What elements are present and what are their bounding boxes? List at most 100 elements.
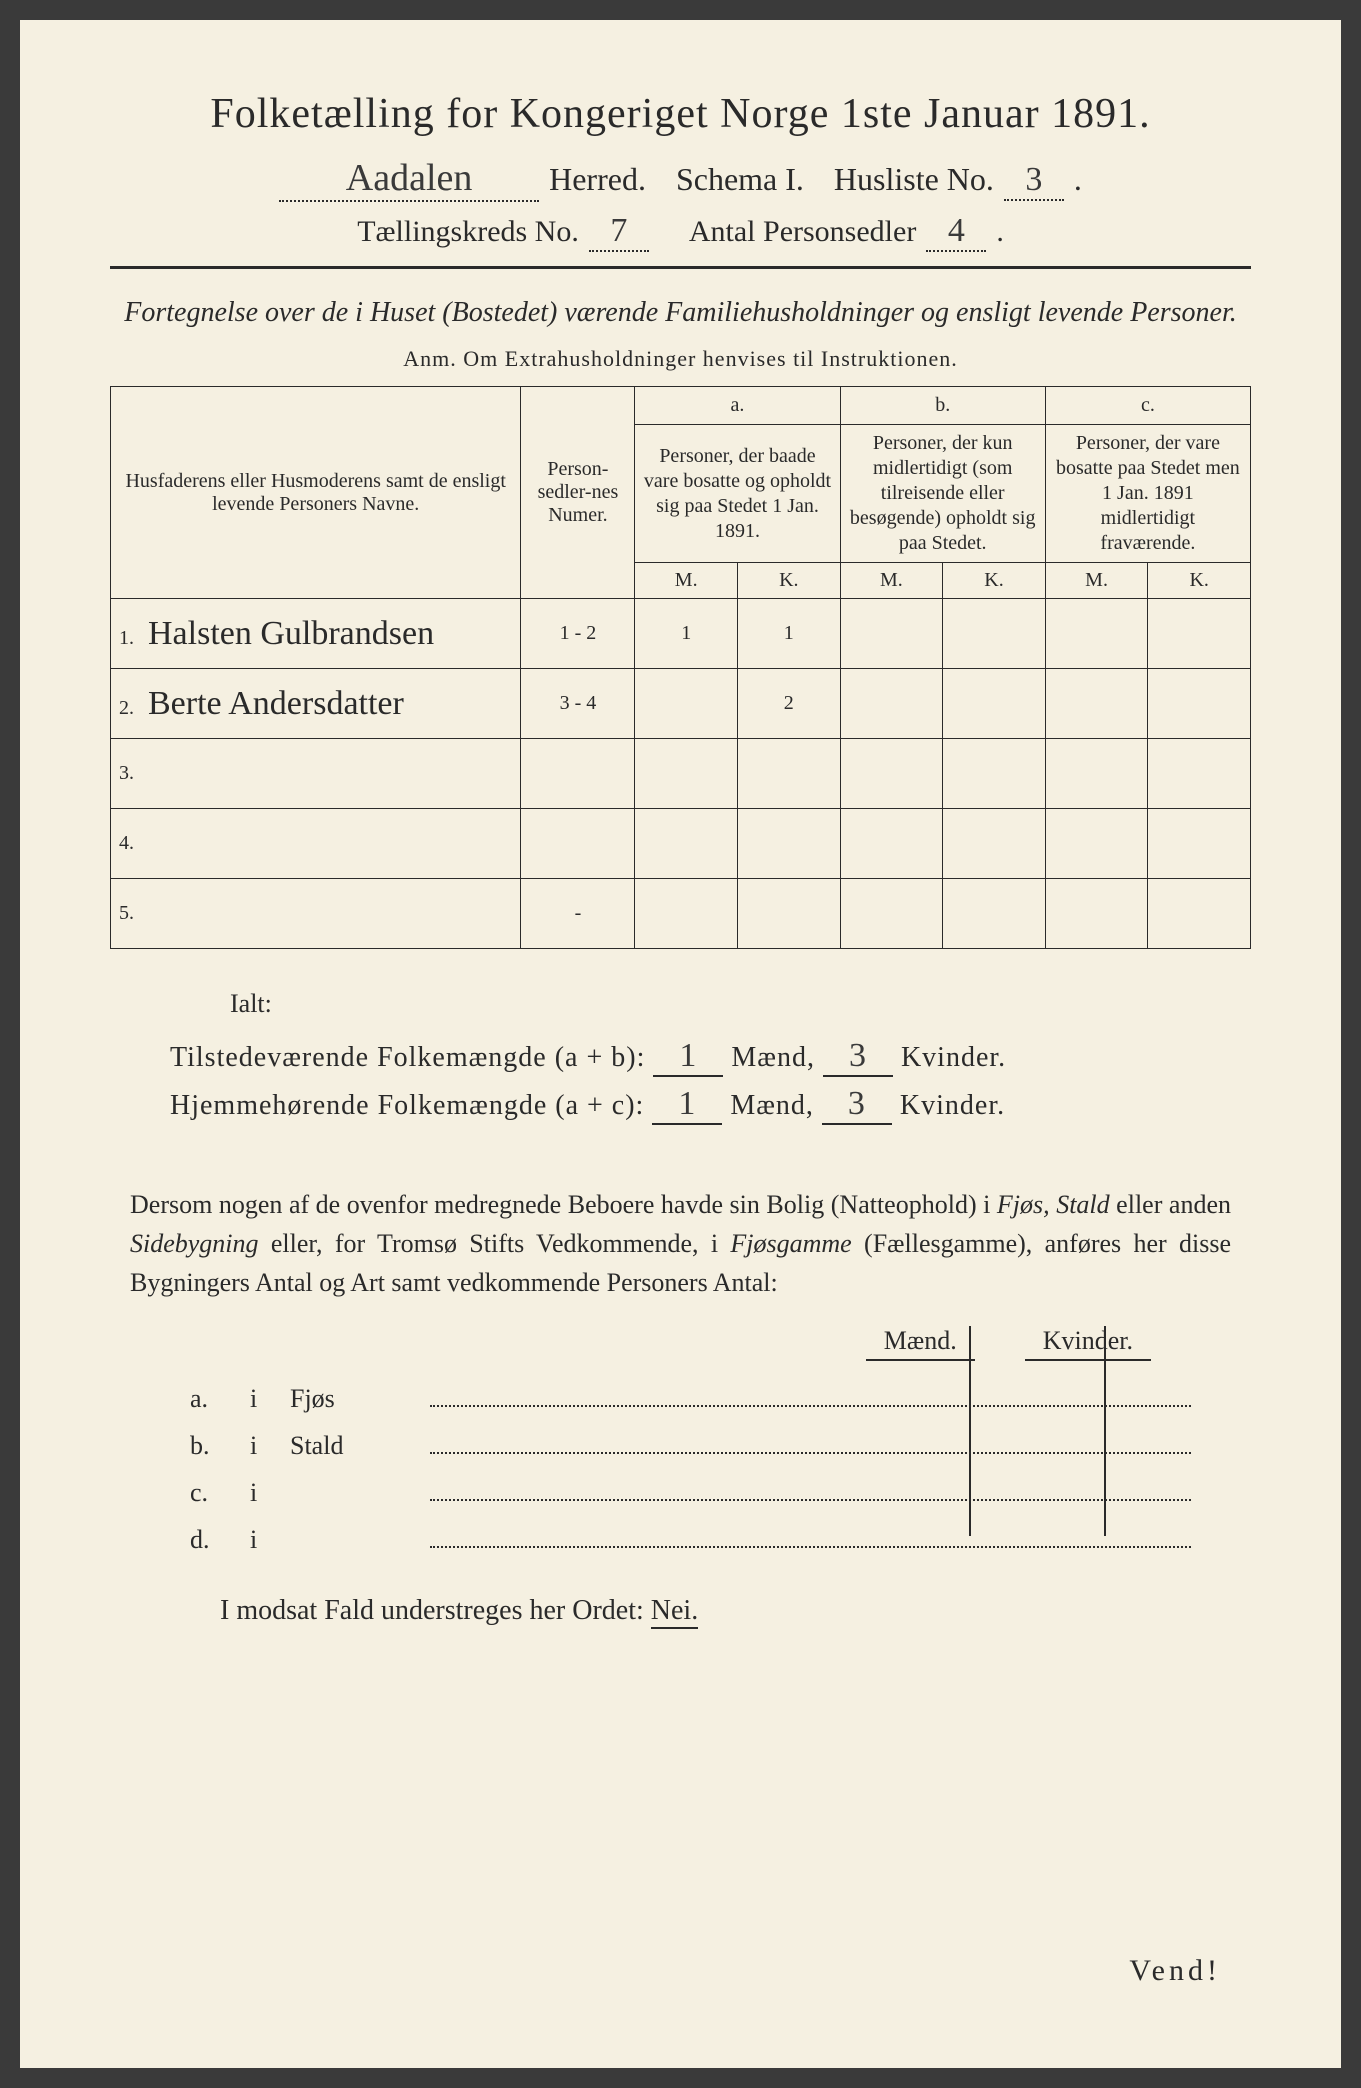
row-a-m bbox=[635, 739, 738, 809]
para-i3: Fjøsgamme bbox=[730, 1229, 851, 1258]
page-title: Folketælling for Kongeriget Norge 1ste J… bbox=[110, 90, 1251, 138]
nei-prefix: I modsat Fald understreges her Ordet: bbox=[220, 1595, 644, 1626]
abcd-i: i bbox=[250, 1431, 290, 1461]
para-i2: Sidebygning bbox=[130, 1229, 259, 1258]
row-num: 1. bbox=[119, 627, 143, 650]
c-m: M. bbox=[1045, 563, 1148, 599]
col-names-header: Husfaderens eller Husmoderens samt de en… bbox=[111, 387, 521, 599]
para-t1: Dersom nogen af de ovenfor medregnede Be… bbox=[130, 1190, 997, 1219]
row-b-k bbox=[943, 809, 1046, 879]
kreds-no: 7 bbox=[589, 212, 649, 252]
husliste-label: Husliste No. bbox=[834, 161, 994, 198]
row-name: Berte Andersdatter bbox=[148, 685, 404, 722]
table-row: 3. bbox=[111, 739, 1251, 809]
row-b-m bbox=[840, 739, 943, 809]
abcd-row-d: d. i bbox=[190, 1522, 1191, 1555]
husliste-no: 3 bbox=[1004, 161, 1064, 201]
maend-label: Mænd, bbox=[731, 1042, 815, 1073]
abcd-row-c: c. i bbox=[190, 1475, 1191, 1508]
row-c-m bbox=[1045, 809, 1148, 879]
row-c-m bbox=[1045, 739, 1148, 809]
row-c-k bbox=[1148, 669, 1251, 739]
row-b-k bbox=[943, 669, 1046, 739]
anm-note: Anm. Om Extrahusholdninger henvises til … bbox=[110, 346, 1251, 372]
abcd-i: i bbox=[250, 1384, 290, 1414]
table-body: 1. Halsten Gulbrandsen 1 - 2 1 1 2. Bert… bbox=[111, 599, 1251, 949]
a-m: M. bbox=[635, 563, 738, 599]
ialt-label: Ialt: bbox=[230, 989, 1251, 1019]
row-name: Halsten Gulbrandsen bbox=[148, 615, 434, 652]
col-num-header: Person-sedler-nes Numer. bbox=[521, 387, 635, 599]
para-i1: Fjøs, Stald bbox=[997, 1190, 1110, 1219]
row-sedler: 3 - 4 bbox=[521, 669, 635, 739]
row-b-m bbox=[840, 879, 943, 949]
sum2-k: 3 bbox=[822, 1085, 892, 1125]
group-b-text: Personer, der kun midlertidigt (som tilr… bbox=[840, 425, 1045, 563]
dots bbox=[430, 1428, 1191, 1454]
row-b-m bbox=[840, 809, 943, 879]
row-b-k bbox=[943, 599, 1046, 669]
b-k: K. bbox=[943, 563, 1046, 599]
antal-label: Antal Personsedler bbox=[689, 215, 916, 249]
abcd-a: a. bbox=[190, 1384, 250, 1414]
maend-label2: Mænd, bbox=[730, 1090, 814, 1121]
row-sedler bbox=[521, 809, 635, 879]
abcd-row-a: a. i Fjøs bbox=[190, 1381, 1191, 1414]
row-b-m bbox=[840, 599, 943, 669]
abcd-d: d. bbox=[190, 1525, 250, 1555]
group-a-text: Personer, der baade vare bosatte og opho… bbox=[635, 425, 840, 563]
row-c-m bbox=[1045, 879, 1148, 949]
group-c-text: Personer, der vare bosatte paa Stedet me… bbox=[1045, 425, 1250, 563]
abcd-b: b. bbox=[190, 1431, 250, 1461]
vline-2 bbox=[1104, 1326, 1106, 1536]
header-row-2: Tællingskreds No. 7 Antal Personsedler 4… bbox=[110, 212, 1251, 252]
abcd-row-b: b. i Stald bbox=[190, 1428, 1191, 1461]
para-t3: eller, for Tromsø Stifts Vedkommende, i bbox=[259, 1229, 731, 1258]
c-k: K. bbox=[1148, 563, 1251, 599]
antal-no: 4 bbox=[926, 212, 986, 252]
row-a-m bbox=[635, 809, 738, 879]
row-num: 3. bbox=[119, 762, 143, 785]
table-row: 1. Halsten Gulbrandsen 1 - 2 1 1 bbox=[111, 599, 1251, 669]
sum1-m: 1 bbox=[653, 1037, 723, 1077]
dots bbox=[430, 1522, 1191, 1548]
row-c-m bbox=[1045, 669, 1148, 739]
row-sedler: - bbox=[521, 879, 635, 949]
row-a-m bbox=[635, 879, 738, 949]
row-sedler: 1 - 2 bbox=[521, 599, 635, 669]
dots bbox=[430, 1381, 1191, 1407]
nei-line: I modsat Fald understreges her Ordet: Ne… bbox=[220, 1595, 1251, 1627]
sum1-k: 3 bbox=[823, 1037, 893, 1077]
schema-label: Schema I. bbox=[676, 161, 804, 198]
period2: . bbox=[996, 215, 1004, 249]
dwelling-paragraph: Dersom nogen af de ovenfor medregnede Be… bbox=[130, 1185, 1231, 1302]
row-c-k bbox=[1148, 809, 1251, 879]
row-a-m: 1 bbox=[635, 599, 738, 669]
sum1-label: Tilstedeværende Folkemængde (a + b): bbox=[170, 1042, 645, 1073]
abcd-fjos: Fjøs bbox=[290, 1384, 430, 1414]
dots bbox=[430, 1475, 1191, 1501]
sum-line-1: Tilstedeværende Folkemængde (a + b): 1 M… bbox=[170, 1037, 1251, 1077]
row-b-k bbox=[943, 739, 1046, 809]
row-sedler bbox=[521, 739, 635, 809]
row-b-k bbox=[943, 879, 1046, 949]
kvinder-label: Kvinder. bbox=[901, 1042, 1006, 1073]
row-num: 2. bbox=[119, 697, 143, 720]
para-t2: eller anden bbox=[1110, 1190, 1231, 1219]
abcd-i: i bbox=[250, 1478, 290, 1508]
mk-header: Mænd. Kvinder. bbox=[110, 1326, 1151, 1361]
b-m: M. bbox=[840, 563, 943, 599]
row-a-k bbox=[738, 809, 841, 879]
maend-col: Mænd. bbox=[866, 1326, 975, 1361]
kvinder-label2: Kvinder. bbox=[900, 1090, 1005, 1121]
row-num: 4. bbox=[119, 832, 143, 855]
row-a-m bbox=[635, 669, 738, 739]
group-a-letter: a. bbox=[635, 387, 840, 425]
abcd-stald: Stald bbox=[290, 1431, 430, 1461]
kreds-label: Tællingskreds No. bbox=[357, 215, 579, 249]
divider-top bbox=[110, 266, 1251, 269]
a-k: K. bbox=[738, 563, 841, 599]
row-c-k bbox=[1148, 599, 1251, 669]
sum-line-2: Hjemmehørende Folkemængde (a + c): 1 Mæn… bbox=[170, 1085, 1251, 1125]
household-table: Husfaderens eller Husmoderens samt de en… bbox=[110, 386, 1251, 949]
